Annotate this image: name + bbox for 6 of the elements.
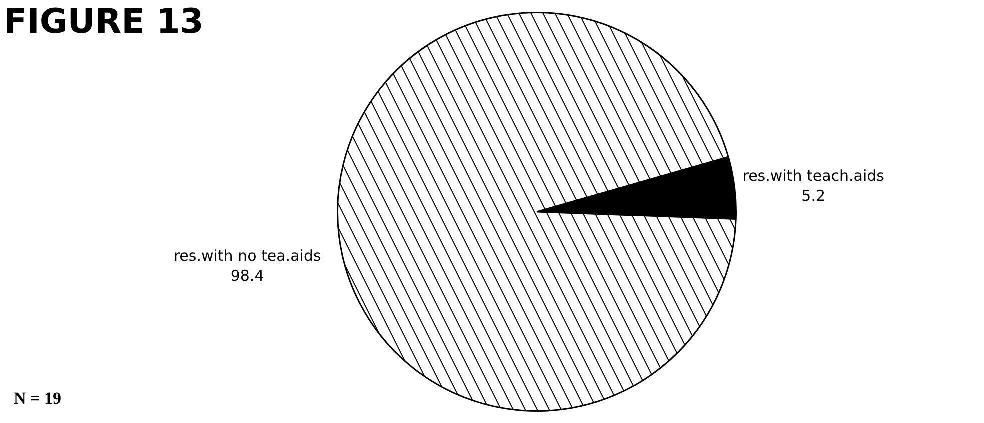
text: N = 19	[14, 389, 62, 409]
slice-label: res.with teach.aids	[742, 166, 885, 185]
data-label: 5.2	[802, 186, 826, 205]
data-label: 98.4	[230, 267, 264, 286]
slice-label: res.with no tea.aids	[174, 247, 322, 266]
chart-title: FIGURE 13	[4, 2, 204, 42]
